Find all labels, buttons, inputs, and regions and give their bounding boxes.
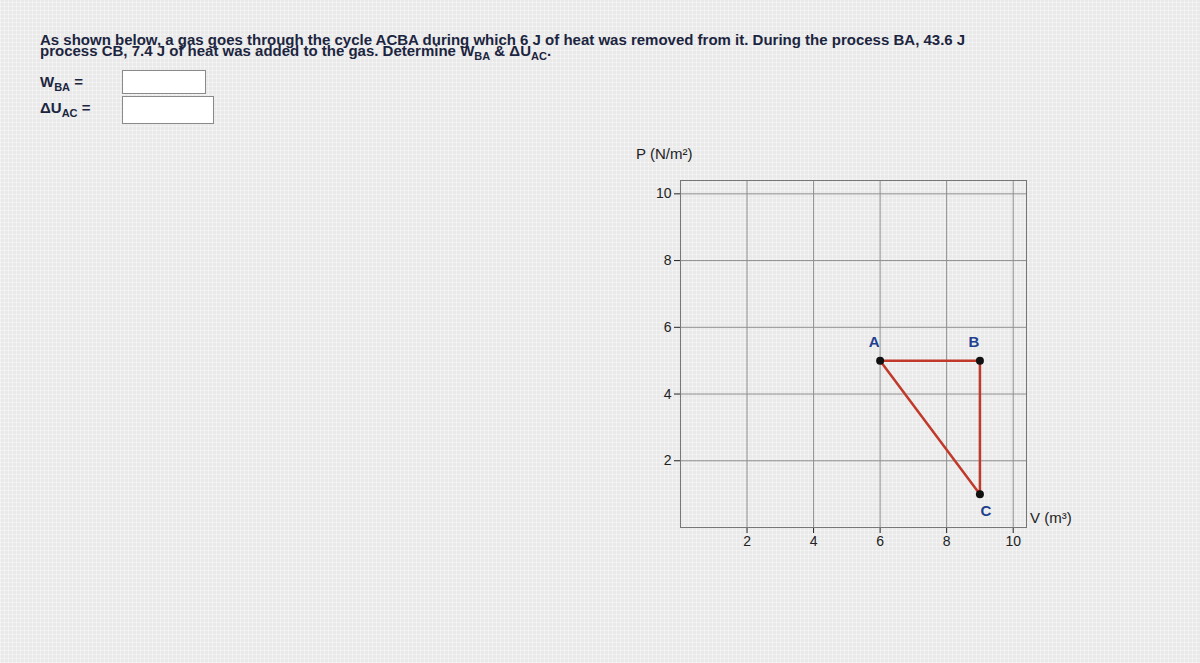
svg-text:4: 4 <box>810 533 818 549</box>
svg-text:6: 6 <box>876 533 884 549</box>
svg-text:10: 10 <box>656 185 672 201</box>
svg-text:C: C <box>981 502 992 519</box>
svg-text:4: 4 <box>664 386 672 402</box>
svg-text:2: 2 <box>664 452 672 468</box>
html-text:process CB, 7.4 J of heat was: process CB, 7.4 J of heat was added to t… <box>40 42 551 62</box>
svg-text:8: 8 <box>943 533 951 549</box>
html-text:P (N/m²): P (N/m²) <box>636 145 693 162</box>
html-text:V (m³): V (m³) <box>1030 509 1072 526</box>
html-text:WBA=: WBA= <box>40 73 83 93</box>
html-text:As shown below, a gas goes thr: As shown below, a gas goes through the c… <box>40 31 966 48</box>
svg-text:10: 10 <box>1005 533 1021 549</box>
svg-text:6: 6 <box>664 319 672 335</box>
svg-text:B: B <box>969 333 980 350</box>
svg-text:A: A <box>869 333 880 350</box>
html-text:ΔUAC=: ΔUAC= <box>40 99 91 119</box>
svg-text:2: 2 <box>743 533 751 549</box>
svg-text:8: 8 <box>664 252 672 268</box>
